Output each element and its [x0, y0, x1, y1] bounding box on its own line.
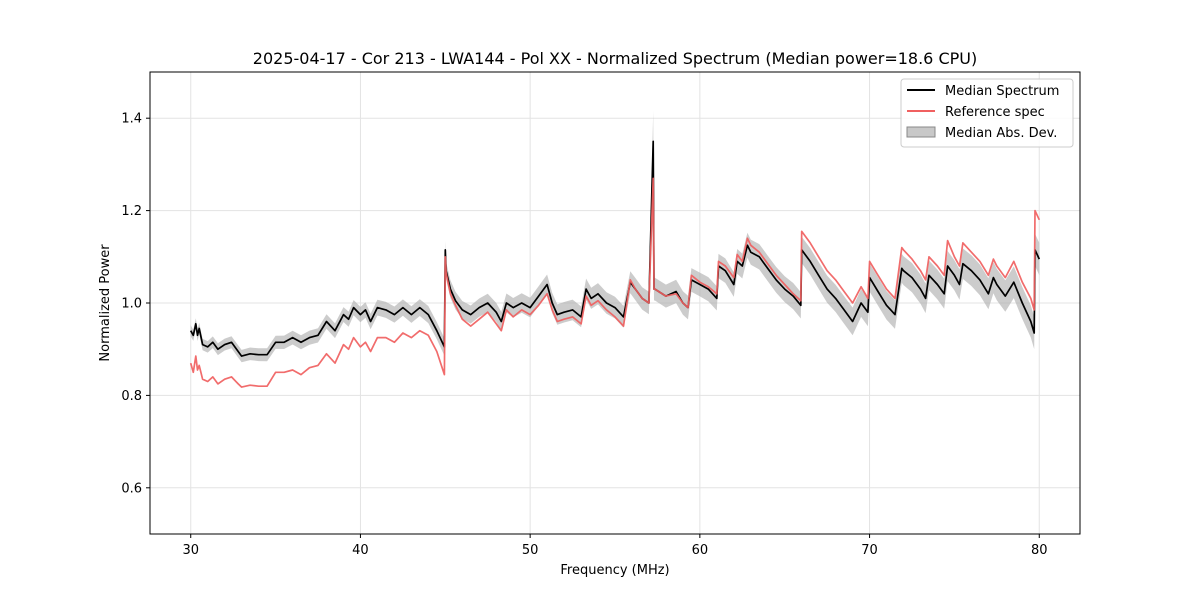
x-tick-label: 50 — [522, 543, 539, 558]
series-layer — [189, 140, 1041, 388]
x-tick-label: 40 — [352, 543, 369, 558]
median-spectrum-line — [189, 140, 1041, 357]
y-tick-label: 1.4 — [121, 112, 142, 127]
y-tick-label: 0.6 — [121, 481, 142, 496]
x-axis-label: Frequency (MHz) — [560, 563, 669, 578]
mad-band-layer — [190, 111, 1040, 363]
legend-label-median: Median Spectrum — [945, 84, 1059, 99]
legend-box — [900, 78, 1074, 148]
x-tick-label: 30 — [182, 543, 199, 558]
legend-label-reference: Reference spec — [945, 105, 1045, 120]
mad-band — [190, 111, 1040, 363]
legend: Median Spectrum Reference spec Median Ab… — [900, 78, 1074, 148]
chart-title: 2025-04-17 - Cor 213 - LWA144 - Pol XX -… — [253, 49, 977, 68]
legend-label-mad: Median Abs. Dev. — [945, 126, 1057, 141]
x-tick-label: 80 — [1031, 543, 1048, 558]
y-tick-label: 1.0 — [121, 297, 142, 312]
x-tick-label: 70 — [861, 543, 878, 558]
y-tick-label: 0.8 — [121, 389, 142, 404]
x-axis-ticks: 30 40 50 60 70 80 — [182, 534, 1048, 558]
x-tick-label: 60 — [692, 543, 709, 558]
y-axis-ticks: 0.6 0.8 1.0 1.2 1.4 — [121, 112, 150, 496]
reference-spec-line — [189, 177, 1041, 388]
y-tick-label: 1.2 — [121, 204, 142, 219]
legend-swatch-mad — [906, 126, 936, 138]
y-axis-label: Normalized Power — [98, 244, 113, 362]
